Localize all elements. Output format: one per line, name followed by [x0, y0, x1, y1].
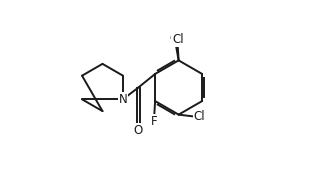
Text: O: O [134, 124, 143, 137]
Text: Cl: Cl [169, 32, 181, 45]
Text: Cl: Cl [172, 33, 184, 46]
Text: F: F [151, 115, 158, 128]
Text: N: N [119, 93, 127, 106]
Text: Cl: Cl [194, 110, 205, 123]
